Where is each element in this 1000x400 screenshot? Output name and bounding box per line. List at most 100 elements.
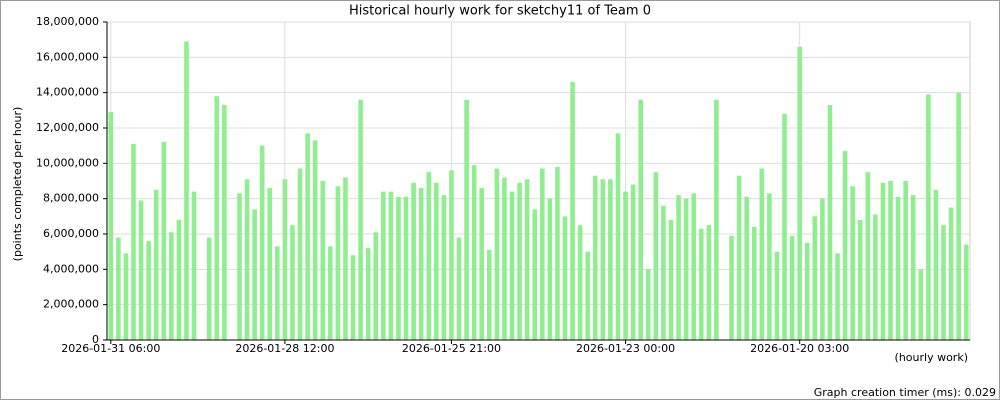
bar <box>184 41 189 340</box>
bar <box>365 248 371 340</box>
bar <box>290 225 295 340</box>
bar <box>774 251 780 340</box>
bar <box>176 219 182 340</box>
bar <box>418 188 424 340</box>
bar <box>388 191 394 340</box>
bar <box>434 182 439 340</box>
bar <box>918 269 924 340</box>
bar <box>956 92 961 341</box>
footer: Graph creation timer (ms): 0.029 <box>814 386 996 399</box>
bar <box>850 186 855 340</box>
y-tick-label: 6,000,000 <box>43 227 99 240</box>
bar <box>259 145 265 340</box>
bar <box>827 105 833 341</box>
bar <box>486 249 492 340</box>
y-tick-label: 16,000,000 <box>36 50 99 63</box>
x-tick-label: 2026-01-23 00:00 <box>576 342 675 355</box>
bar <box>123 253 129 340</box>
bar <box>312 140 318 340</box>
bar <box>282 179 288 340</box>
bar <box>645 269 651 340</box>
bar <box>653 172 659 340</box>
y-axis-label: (points completed per hour) <box>11 107 24 262</box>
bar <box>623 191 628 340</box>
bar <box>691 193 696 340</box>
bar <box>297 168 303 340</box>
bar <box>517 182 522 340</box>
y-tick-label: 10,000,000 <box>36 156 99 169</box>
y-tick-label: 4,000,000 <box>43 262 99 275</box>
bar <box>381 191 386 340</box>
bar <box>570 82 575 341</box>
bar <box>305 133 310 340</box>
bar <box>547 198 553 340</box>
plot-area <box>106 21 971 341</box>
x-tick-label: 2026-01-28 12:00 <box>235 342 334 355</box>
bar <box>592 175 598 340</box>
bar <box>532 209 538 340</box>
bar <box>820 198 825 340</box>
bar <box>108 112 114 340</box>
bar <box>751 226 757 340</box>
bar <box>638 99 643 340</box>
bar <box>191 191 197 340</box>
bar <box>403 196 409 340</box>
bar <box>933 189 939 340</box>
bar <box>479 188 485 340</box>
bar <box>222 105 227 341</box>
bar <box>237 193 242 340</box>
bar <box>600 179 606 340</box>
y-tick-label: 18,000,000 <box>36 15 99 28</box>
bar <box>206 237 212 340</box>
bar <box>782 113 787 340</box>
bar <box>873 214 878 340</box>
bar <box>471 165 477 340</box>
bar <box>926 94 931 340</box>
bar <box>343 177 348 340</box>
bar <box>804 242 810 340</box>
y-tick-label: 12,000,000 <box>36 121 99 134</box>
bar <box>706 225 712 340</box>
bar <box>116 237 121 340</box>
bar <box>797 46 802 340</box>
bar <box>903 181 908 340</box>
bar <box>524 179 530 340</box>
bar <box>608 179 613 340</box>
bar <box>252 209 257 340</box>
bar <box>153 189 159 340</box>
bar <box>668 219 674 340</box>
y-tick-label: 8,000,000 <box>43 192 99 205</box>
bar <box>509 191 515 340</box>
bar <box>729 235 734 340</box>
bar <box>456 237 462 340</box>
x-tick-label: 2026-01-31 06:00 <box>61 342 160 355</box>
bar <box>131 143 136 340</box>
bar <box>842 150 848 340</box>
bar <box>161 142 167 340</box>
bar <box>464 99 469 340</box>
bar <box>335 186 341 340</box>
bar <box>146 241 151 340</box>
bar <box>736 175 742 340</box>
bar <box>857 219 863 340</box>
bar <box>585 251 591 340</box>
bar <box>880 182 886 340</box>
bar <box>948 207 954 340</box>
bar <box>275 246 280 340</box>
x-tick-label: 2026-01-20 03:00 <box>750 342 849 355</box>
bar <box>358 99 363 340</box>
bar <box>812 216 818 340</box>
bar <box>494 168 500 340</box>
bar <box>138 200 144 340</box>
bar <box>320 181 326 340</box>
bar <box>888 181 893 340</box>
bar <box>759 168 765 340</box>
bar <box>615 133 621 340</box>
bar <box>244 179 250 340</box>
x-axis-label: (hourly work) <box>895 351 968 364</box>
y-tick-label: 14,000,000 <box>36 86 99 99</box>
bar <box>350 255 356 340</box>
bar <box>396 196 401 340</box>
bar <box>426 172 432 340</box>
